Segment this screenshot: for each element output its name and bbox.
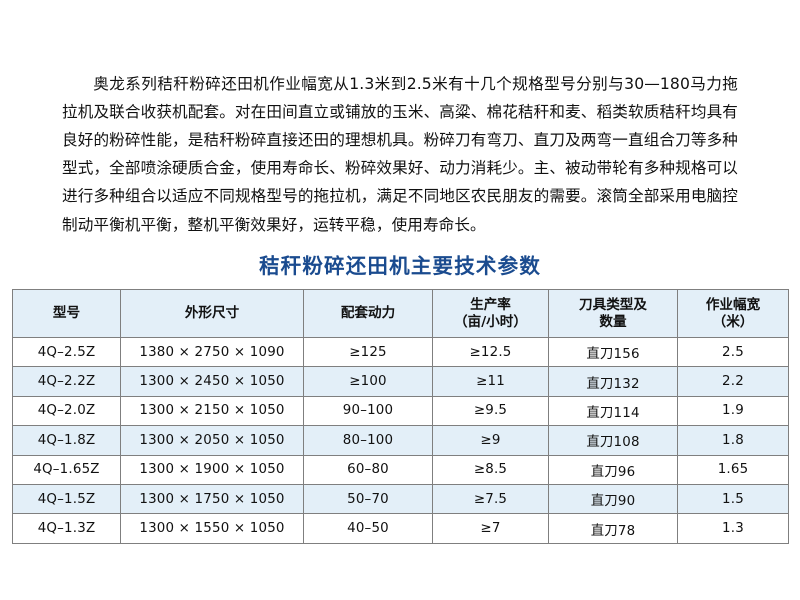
cell-working-width: 2.5 [677,336,789,368]
cell-productivity: ≥7 [432,513,549,544]
table-row: 4Q–2.5Z 1380 × 2750 × 1090 ≥125 ≥12.5 直刀… [12,336,789,368]
header-cell-power: 配套动力 [303,289,433,338]
section-title: 秸秆粉碎还田机主要技术参数 [258,254,542,278]
cell-productivity: ≥9.5 [432,395,549,427]
spec-table-container: 型号 外形尺寸 配套动力 生产率 （亩/小时） 刀具类型及 数量 [12,289,789,544]
cell-power: 60–80 [303,454,433,485]
cell-blades: 直刀108 [548,425,678,456]
cell-productivity: ≥12.5 [432,336,549,368]
table-row: 4Q–2.2Z 1300 × 2450 × 1050 ≥100 ≥11 直刀13… [12,366,789,397]
table-row: 4Q–2.0Z 1300 × 2150 × 1050 90–100 ≥9.5 直… [12,395,789,427]
cell-power: 80–100 [303,425,433,456]
cell-model: 4Q–2.5Z [12,336,121,368]
cell-model: 4Q–2.0Z [12,395,121,427]
cell-dimensions: 1380 × 2750 × 1090 [120,336,304,368]
table-row: 4Q–1.8Z 1300 × 2050 × 1050 80–100 ≥9 直刀1… [12,425,789,456]
cell-model: 4Q–1.3Z [12,513,121,544]
cell-power: ≥125 [303,336,433,368]
header-line-1: 生产率 [470,296,511,313]
cell-power: 50–70 [303,483,433,515]
intro-paragraph: 奥龙系列秸秆粉碎还田机作业幅宽从1.3米到2.5米有十几个规格型号分别与30—1… [62,74,738,234]
header-line-2: 数量 [599,313,627,330]
cell-blades: 直刀90 [548,483,678,515]
table-header: 型号 外形尺寸 配套动力 生产率 （亩/小时） 刀具类型及 数量 [12,289,789,338]
cell-dimensions: 1300 × 2150 × 1050 [120,395,304,427]
cell-blades: 直刀78 [548,513,678,544]
cell-working-width: 1.5 [677,483,789,515]
header-cell-working-width: 作业幅宽 （米） [677,289,789,338]
spec-table: 型号 外形尺寸 配套动力 生产率 （亩/小时） 刀具类型及 数量 [12,289,789,544]
header-cell-blades: 刀具类型及 数量 [548,289,678,338]
cell-working-width: 1.65 [677,454,789,485]
table-header-row: 型号 外形尺寸 配套动力 生产率 （亩/小时） 刀具类型及 数量 [12,289,789,338]
cell-power: 90–100 [303,395,433,427]
table-body: 4Q–2.5Z 1380 × 2750 × 1090 ≥125 ≥12.5 直刀… [12,336,789,544]
cell-working-width: 1.3 [677,513,789,544]
cell-productivity: ≥11 [432,366,549,397]
cell-blades: 直刀114 [548,395,678,427]
cell-dimensions: 1300 × 1550 × 1050 [120,513,304,544]
header-line-2: （亩/小时） [454,313,527,330]
header-cell-model: 型号 [12,289,121,338]
cell-dimensions: 1300 × 1750 × 1050 [120,483,304,515]
cell-model: 4Q–1.65Z [12,454,121,485]
header-cell-dimensions: 外形尺寸 [120,289,304,338]
header-line-1: 外形尺寸 [184,305,240,321]
cell-dimensions: 1300 × 2450 × 1050 [120,366,304,397]
cell-blades: 直刀132 [548,366,678,397]
cell-power: 40–50 [303,513,433,544]
cell-model: 4Q–1.8Z [12,425,121,456]
cell-blades: 直刀96 [548,454,678,485]
cell-model: 4Q–2.2Z [12,366,121,397]
table-row: 4Q–1.5Z 1300 × 1750 × 1050 50–70 ≥7.5 直刀… [12,483,789,515]
cell-blades: 直刀156 [548,336,678,368]
cell-productivity: ≥8.5 [432,454,549,485]
table-row: 4Q–1.65Z 1300 × 1900 × 1050 60–80 ≥8.5 直… [12,454,789,485]
header-line-1: 刀具类型及 [579,296,647,313]
cell-productivity: ≥9 [432,425,549,456]
cell-dimensions: 1300 × 1900 × 1050 [120,454,304,485]
header-cell-productivity: 生产率 （亩/小时） [432,289,549,338]
header-line-1: 作业幅宽 [705,296,761,313]
cell-productivity: ≥7.5 [432,483,549,515]
table-row: 4Q–1.3Z 1300 × 1550 × 1050 40–50 ≥7 直刀78… [12,513,789,544]
cell-power: ≥100 [303,366,433,397]
header-line-1: 型号 [52,305,81,321]
header-line-2: （米） [712,313,754,330]
header-line-1: 配套动力 [340,305,396,321]
cell-dimensions: 1300 × 2050 × 1050 [120,425,304,456]
cell-working-width: 1.9 [677,395,789,427]
cell-working-width: 1.8 [677,425,789,456]
cell-model: 4Q–1.5Z [12,483,121,515]
cell-working-width: 2.2 [677,366,789,397]
